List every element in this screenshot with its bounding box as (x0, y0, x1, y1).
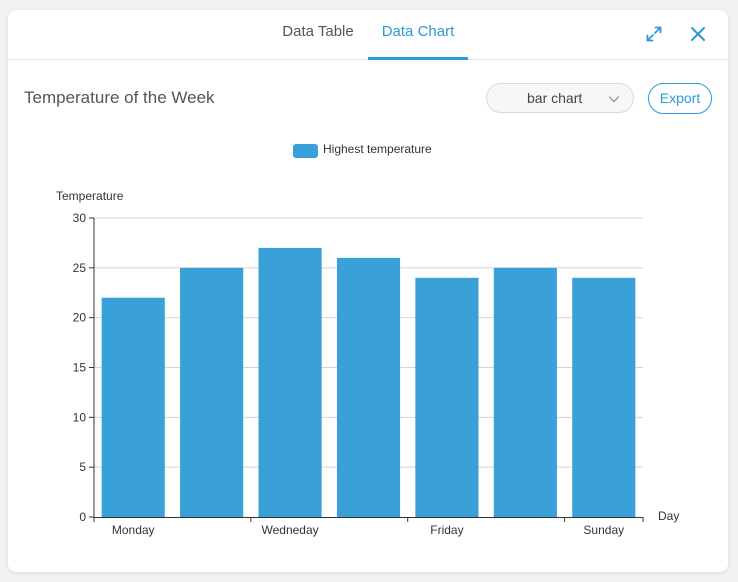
bar-wedneday[interactable] (258, 247, 322, 517)
chart-dialog: Data Table Data Chart Temperature (8, 10, 728, 572)
tab-data-table[interactable]: Data Table (282, 23, 354, 40)
x-tick-label: Wedneday (261, 523, 318, 537)
x-tick-label: Friday (430, 523, 463, 537)
bar-friday[interactable] (415, 277, 479, 517)
chart-type-select[interactable]: bar chart (486, 83, 634, 113)
chart-title: Temperature of the Week (24, 88, 215, 107)
y-tick-label: 0 (79, 510, 86, 524)
x-axis-label: Day (658, 509, 679, 523)
axes: 0 5 10 15 20 25 30 Monday Wedneday Friday Sunday (73, 211, 644, 537)
y-tick-label: 25 (73, 261, 87, 275)
bars (101, 247, 636, 517)
bar-chart: 0 5 10 15 20 25 30 Monday Wedneday Friday Sunday T… (56, 189, 679, 537)
chevron-down-icon (607, 92, 621, 106)
tab-bar: Data Table Data Chart (8, 10, 728, 60)
bar-monday[interactable] (101, 297, 165, 517)
y-tick-label: 5 (79, 460, 86, 474)
tab-data-chart[interactable]: Data Chart (381, 23, 455, 40)
bar-saturday[interactable] (493, 267, 557, 517)
y-tick-label: 30 (73, 211, 87, 225)
y-axis-label: Temperature (56, 189, 124, 203)
y-tick-label: 15 (73, 361, 87, 375)
x-tick-label: Monday (112, 523, 155, 537)
expand-icon[interactable] (644, 24, 664, 44)
y-tick-label: 10 (73, 410, 87, 424)
bar-thursday[interactable] (336, 257, 401, 517)
export-button[interactable]: Export (648, 83, 712, 114)
active-tab-indicator (368, 57, 468, 60)
bar-tuesday[interactable] (180, 267, 244, 517)
legend-label: Highest temperature (323, 142, 432, 156)
chart-type-value: bar chart (527, 90, 583, 106)
legend-swatch (293, 144, 318, 158)
y-tick-label: 20 (73, 311, 87, 325)
bar-sunday[interactable] (572, 277, 636, 517)
x-tick-label: Sunday (583, 523, 624, 537)
close-icon[interactable] (688, 24, 708, 44)
